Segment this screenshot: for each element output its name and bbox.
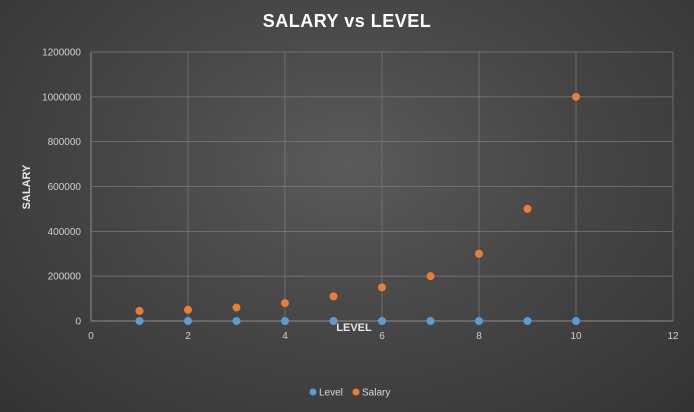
chart-title: SALARY vs LEVEL	[262, 11, 432, 31]
point-salary-10	[572, 92, 580, 101]
y-axis-title: SALARY	[21, 164, 33, 209]
legend-label-level: Level	[319, 388, 343, 399]
y-tick-label-6: 1200000	[42, 48, 81, 59]
point-salary-5	[329, 292, 338, 301]
point-level-9	[523, 316, 532, 325]
point-salary-6	[378, 283, 386, 292]
y-tick-label-4: 800000	[48, 137, 82, 148]
y-tick-label-2: 400000	[48, 227, 82, 238]
y-tick-label-5: 1000000	[42, 92, 81, 103]
point-level-10	[572, 316, 580, 325]
point-salary-2	[184, 305, 192, 314]
point-salary-7	[426, 272, 435, 281]
point-level-2	[184, 316, 192, 325]
x-tick-label-6: 12	[667, 331, 679, 342]
point-salary-9	[523, 204, 532, 213]
point-level-8	[475, 316, 483, 325]
point-salary-3	[232, 303, 241, 312]
y-tick-label-3: 600000	[48, 182, 82, 193]
point-level-1	[135, 316, 144, 325]
point-level-4	[281, 316, 289, 325]
x-tick-label-3: 6	[379, 331, 385, 342]
point-salary-1	[135, 306, 144, 315]
point-level-6	[378, 316, 386, 325]
x-axis-title: LEVEL	[336, 322, 372, 334]
legend-marker-level	[309, 388, 317, 396]
x-tick-label-0: 0	[88, 331, 94, 342]
legend-label-salary: Salary	[362, 388, 390, 399]
point-salary-4	[281, 299, 289, 308]
y-tick-label-0: 0	[75, 317, 81, 328]
point-level-7	[426, 316, 435, 325]
x-tick-label-5: 10	[570, 331, 582, 342]
point-level-3	[232, 316, 241, 325]
x-tick-label-4: 8	[476, 331, 482, 342]
x-tick-label-2: 4	[282, 331, 288, 342]
legend-marker-salary	[352, 388, 360, 396]
point-level-5	[329, 316, 338, 325]
x-tick-label-1: 2	[185, 331, 191, 342]
point-salary-8	[475, 249, 483, 258]
y-tick-label-1: 200000	[48, 272, 82, 283]
